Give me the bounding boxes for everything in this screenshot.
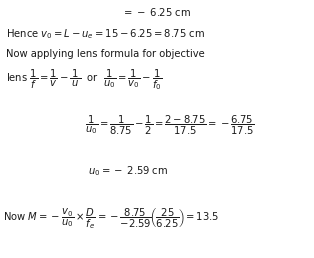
- Text: Hence $v_0 = L - u_e = 15 - 6.25 = 8.75\ \mathrm{cm}$: Hence $v_0 = L - u_e = 15 - 6.25 = 8.75\…: [6, 27, 205, 41]
- Text: $u_0 = -\ 2.59\ \mathrm{cm}$: $u_0 = -\ 2.59\ \mathrm{cm}$: [88, 164, 168, 178]
- Text: $\dfrac{1}{u_0} = \dfrac{1}{8.75} - \dfrac{1}{2} = \dfrac{2-8.75}{17.5} = -\dfra: $\dfrac{1}{u_0} = \dfrac{1}{8.75} - \dfr…: [85, 114, 255, 137]
- Text: Now $M = -\dfrac{v_0}{u_0} \times \dfrac{D}{f_e} = -\dfrac{8.75}{-2.59}\!\left(\: Now $M = -\dfrac{v_0}{u_0} \times \dfrac…: [3, 206, 219, 231]
- Text: $= -\ 6.25\ \mathrm{cm}$: $= -\ 6.25\ \mathrm{cm}$: [122, 6, 192, 19]
- Text: lens $\dfrac{1}{f} = \dfrac{1}{v} - \dfrac{1}{\,u\,}$  or  $\dfrac{1}{u_0} = \df: lens $\dfrac{1}{f} = \dfrac{1}{v} - \dfr…: [6, 67, 163, 92]
- Text: Now applying lens formula for objective: Now applying lens formula for objective: [6, 49, 205, 59]
